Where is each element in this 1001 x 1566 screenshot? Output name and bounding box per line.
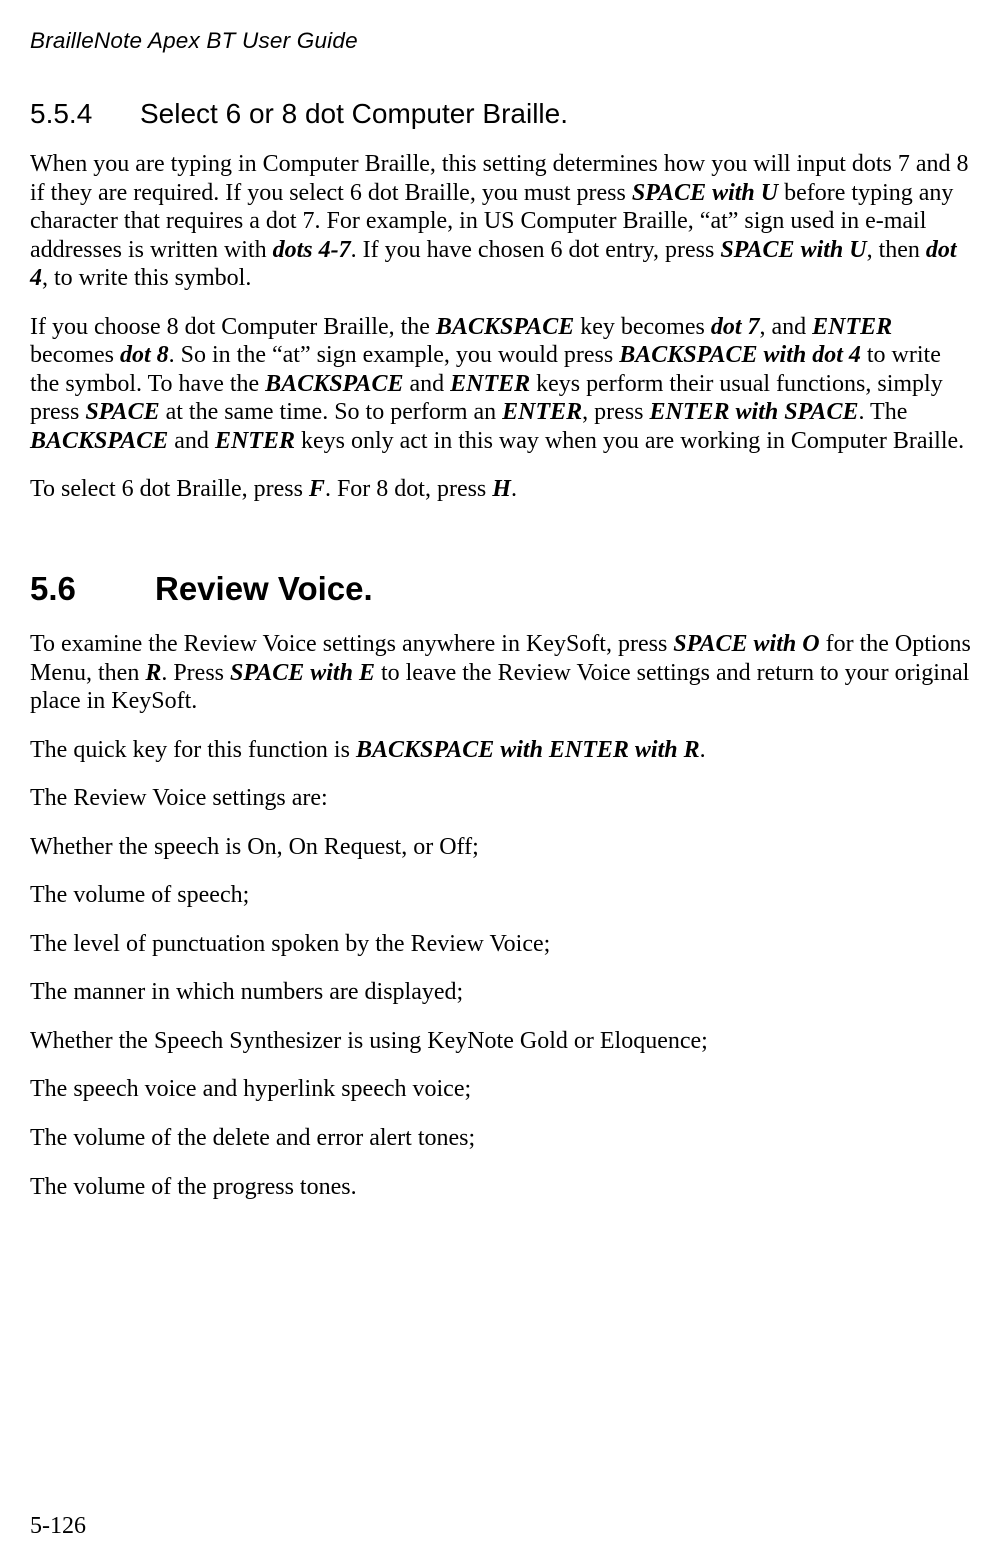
sec56-para-5: The volume of speech; [30,881,971,910]
sec554-para-2: If you choose 8 dot Computer Braille, th… [30,313,971,456]
keystroke: dot 8 [120,342,169,368]
sec56-para-7: The manner in which numbers are displaye… [30,978,971,1007]
page-number: 5-126 [30,1513,86,1540]
keystroke: ENTER with SPACE [650,399,859,425]
sec56-para-8: Whether the Speech Synthesizer is using … [30,1027,971,1056]
sec56-para-1: To examine the Review Voice settings any… [30,630,971,716]
keystroke: SPACE with E [230,660,375,686]
heading-56: 5.6Review Voice. [30,570,971,608]
text: If you choose 8 dot Computer Braille, th… [30,314,436,340]
keystroke: BACKSPACE [30,428,168,454]
keystroke: ENTER [812,314,892,340]
heading-554-number: 5.5.4 [30,98,140,130]
sec56-para-4: Whether the speech is On, On Request, or… [30,833,971,862]
text: , then [867,237,926,263]
keystroke: BACKSPACE [265,371,403,397]
text: . [511,476,517,502]
sec56-para-2: The quick key for this function is BACKS… [30,736,971,765]
sec56-para-9: The speech voice and hyperlink speech vo… [30,1075,971,1104]
sec56-para-10: The volume of the delete and error alert… [30,1124,971,1153]
sec554-para-3: To select 6 dot Braille, press F. For 8 … [30,475,971,504]
keystroke: dot 7 [711,314,760,340]
keystroke: BACKSPACE [436,314,574,340]
text: and [168,428,215,454]
text: keys only act in this way when you are w… [295,428,964,454]
keystroke: SPACE with O [673,631,819,657]
text: The quick key for this function is [30,737,356,763]
text: . The [858,399,907,425]
heading-56-number: 5.6 [30,570,155,608]
keystroke: SPACE with U [720,237,866,263]
keystroke: SPACE [85,399,159,425]
keystroke: H [492,476,511,502]
sec554-para-1: When you are typing in Computer Braille,… [30,150,971,293]
text: . For 8 dot, press [325,476,492,502]
keystroke: ENTER [502,399,582,425]
text: . Press [161,660,230,686]
keystroke: BACKSPACE with dot 4 [619,342,861,368]
keystroke: SPACE with U [632,180,778,206]
text: , and [760,314,813,340]
text: becomes [30,342,120,368]
text: . [700,737,706,763]
text: , to write this symbol. [42,265,251,291]
keystroke: BACKSPACE with ENTER with R [356,737,700,763]
heading-56-title: Review Voice. [155,570,373,607]
page: BrailleNote Apex BT User Guide 5.5.4Sele… [0,0,1001,1566]
heading-554: 5.5.4Select 6 or 8 dot Computer Braille. [30,98,971,130]
running-header: BrailleNote Apex BT User Guide [30,28,971,54]
keystroke: F [309,476,325,502]
text: To select 6 dot Braille, press [30,476,309,502]
text: key becomes [574,314,711,340]
text: at the same time. So to perform an [160,399,503,425]
keystroke: ENTER [215,428,295,454]
text: . So in the “at” sign example, you would… [169,342,620,368]
keystroke: ENTER [450,371,530,397]
sec56-para-3: The Review Voice settings are: [30,784,971,813]
sec56-para-6: The level of punctuation spoken by the R… [30,930,971,959]
text: To examine the Review Voice settings any… [30,631,673,657]
keystroke: dots 4-7 [273,237,351,263]
heading-554-title: Select 6 or 8 dot Computer Braille. [140,98,568,129]
keystroke: R [145,660,161,686]
text: . If you have chosen 6 dot entry, press [351,237,721,263]
text: , press [582,399,649,425]
sec56-para-11: The volume of the progress tones. [30,1173,971,1202]
text: and [403,371,450,397]
